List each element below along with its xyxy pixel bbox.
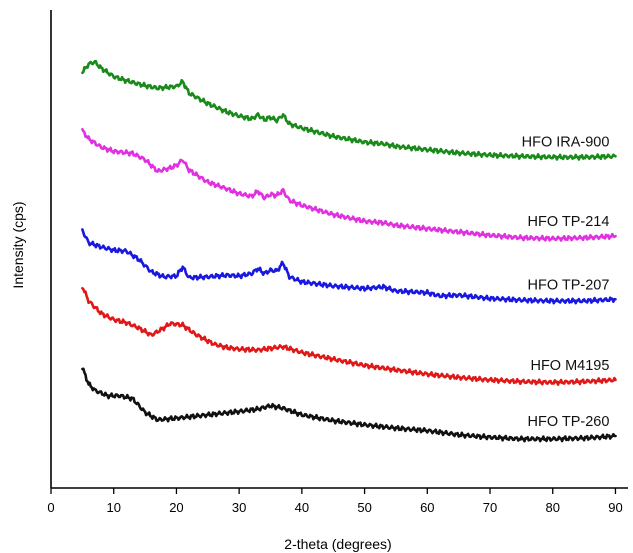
series-label: HFO M4195: [530, 358, 609, 374]
series-label: HFO IRA-900: [522, 134, 610, 150]
x-axis-title: 2-theta (degrees): [284, 536, 391, 552]
x-tick-label: 40: [295, 500, 309, 515]
series-group: [81, 59, 617, 443]
x-tick-label: 50: [357, 500, 371, 515]
x-tick-label: 20: [169, 500, 183, 515]
series-line-hfo-tp-214: [81, 128, 617, 242]
series-line-hfo-tp-207: [81, 228, 617, 305]
x-tick-label: 0: [47, 500, 54, 515]
x-tick-label: 90: [608, 500, 622, 515]
series-line-hfo-ira-900: [81, 59, 617, 161]
series-label: HFO TP-214: [528, 214, 610, 230]
series-labels: HFO IRA-900 HFO TP-214 HFO TP-207 HFO M4195…: [522, 134, 610, 430]
series-line-hfo-m4195: [81, 287, 617, 386]
series-label: HFO TP-260: [528, 414, 610, 430]
x-tick-label: 10: [106, 500, 120, 515]
x-tick-label: 80: [546, 500, 560, 515]
x-tick-label: 30: [232, 500, 246, 515]
series-line-hfo-tp-260: [81, 367, 617, 443]
x-ticks: 0 10 20 30 40 50 60 70 80 90: [47, 488, 623, 515]
axes: [50, 10, 628, 489]
x-tick-label: 60: [420, 500, 434, 515]
y-axis-title: Intensity (cps): [10, 201, 26, 288]
x-tick-label: 70: [483, 500, 497, 515]
series-label: HFO TP-207: [528, 277, 610, 293]
